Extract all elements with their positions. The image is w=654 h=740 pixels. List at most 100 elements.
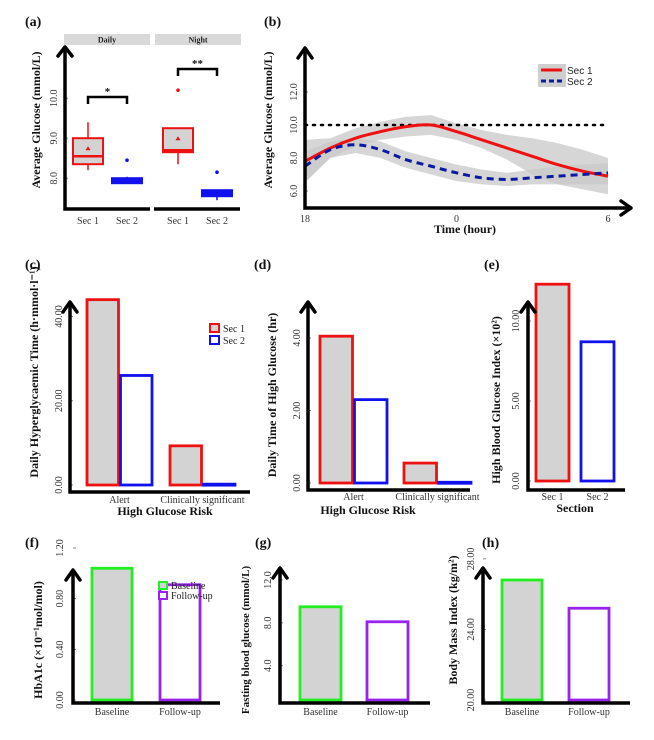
y-tick-label: 0.00 bbox=[54, 476, 65, 494]
legend-c: Sec 1 Sec 2 bbox=[209, 323, 245, 347]
y-axis-title-b: Average Glucose (mmol/L) bbox=[261, 51, 275, 188]
panel-label-c: (c) bbox=[25, 258, 41, 273]
y-tick-label: 0.00 bbox=[55, 691, 66, 709]
panel-label-h: (h) bbox=[482, 536, 499, 551]
bar-clinically-significant-sec1 bbox=[402, 461, 438, 485]
bar-alert-sec1 bbox=[318, 334, 354, 485]
x-tick-label: Alert bbox=[109, 495, 130, 506]
bar-clinically-significant-sec1 bbox=[168, 444, 203, 487]
x-tick-label: Follow-up bbox=[568, 707, 610, 718]
legend-f-followup-swatch bbox=[158, 591, 168, 600]
panel-h: (h) Body Mass Index (kg/m²) 20.00 24.00 28… bbox=[446, 536, 630, 718]
axes-g bbox=[278, 570, 430, 705]
axis-a-daily bbox=[63, 48, 150, 211]
box-mean-marker bbox=[124, 176, 130, 181]
bar-alert-sec2 bbox=[119, 374, 154, 487]
x-tick-label: Sec 1 bbox=[542, 492, 564, 503]
y-axis-arrow-a bbox=[56, 45, 74, 58]
axes-d bbox=[306, 303, 470, 492]
panel-label-a: (a) bbox=[25, 15, 42, 30]
y-tick-label: 10.0 bbox=[289, 116, 300, 134]
y-axis-title-c: Daily Hyperglycaemic Time (h·mmol·l⁻¹) bbox=[27, 266, 41, 477]
y-tick-label: 8.0 bbox=[49, 172, 60, 185]
legend-b-sec1-label: Sec 1 bbox=[567, 66, 593, 77]
facet-strip-daily-bg bbox=[64, 34, 150, 45]
panel-f: (f) HbA1c (×10⁻¹mol/mol) 0.00 0.40 0.80 1.2… bbox=[25, 536, 220, 718]
y-axis-arrow-b bbox=[296, 46, 314, 60]
axes-e bbox=[526, 303, 625, 492]
y-axis-title-a: Average Glucose (mmol/L) bbox=[29, 51, 43, 188]
box-mean-marker bbox=[214, 192, 220, 197]
panel-label-g: (g) bbox=[255, 536, 272, 551]
panel-label-d: (d) bbox=[254, 258, 271, 273]
x-tick-label: Follow-up bbox=[367, 707, 409, 718]
x-axis-title-d: High Glucose Risk bbox=[320, 503, 416, 517]
y-tick-label: 24.00 bbox=[466, 618, 477, 641]
bar-follow-up bbox=[365, 620, 410, 702]
axes-c bbox=[68, 303, 250, 494]
bar-clinically-significant-sec2 bbox=[202, 482, 237, 487]
y-tick-label: 20.00 bbox=[54, 390, 65, 413]
confidence-band-sec2 bbox=[305, 138, 608, 187]
panel-g: (g) Fasting blood glucose (mmol/L) 4.0 8.… bbox=[240, 536, 430, 718]
y-tick-label: 10.0 bbox=[49, 89, 60, 107]
y-axis-arrow-h bbox=[474, 566, 492, 580]
significance-bracket bbox=[176, 67, 219, 76]
axes-f bbox=[71, 572, 220, 705]
significance-marker: ** bbox=[192, 58, 204, 70]
panel-d: (d) Daily Time of High Glucose (hr) 0.00… bbox=[254, 258, 480, 517]
legend-f-followup-label: Follow-up bbox=[171, 591, 213, 602]
box-iqr bbox=[72, 137, 104, 166]
y-axis-arrow-c bbox=[61, 300, 79, 314]
legend-f-baseline-label: Baseline bbox=[171, 581, 206, 592]
y-tick-label: 4.0 bbox=[263, 659, 274, 672]
x-tick-label: Clinically significant bbox=[395, 492, 479, 503]
panel-c: (c) Daily Hyperglycaemic Time (h·mmol·l⁻… bbox=[25, 258, 250, 518]
legend-c-sec2-label: Sec 2 bbox=[223, 336, 245, 347]
significance-bracket bbox=[86, 95, 129, 104]
x-tick-label: Sec 2 bbox=[587, 492, 609, 503]
y-tick-label: 12.0 bbox=[289, 83, 300, 101]
bar-sec-2 bbox=[579, 340, 616, 483]
legend-b-sec2-label: Sec 2 bbox=[567, 77, 593, 88]
y-axis-arrow-d bbox=[299, 300, 317, 314]
panel-label-f: (f) bbox=[25, 536, 39, 551]
x-tick-label: Sec 2 bbox=[206, 216, 228, 227]
box-outlier bbox=[215, 170, 219, 174]
bar-baseline bbox=[500, 578, 544, 702]
legend-b: Sec 1 Sec 2 bbox=[538, 64, 593, 88]
y-tick-label: 40.00 bbox=[54, 305, 65, 328]
y-axis-title-d: Daily Time of High Glucose (hr) bbox=[265, 313, 279, 478]
y-axis-title-e: High Blood Glucose Index (×10²) bbox=[489, 316, 503, 484]
bar-follow-up bbox=[158, 583, 202, 702]
y-tick-label: 0.40 bbox=[55, 641, 66, 659]
x-tick-label: Sec 2 bbox=[116, 216, 138, 227]
box-mean-marker bbox=[175, 136, 181, 141]
y-tick-label: 1.20 bbox=[55, 539, 66, 557]
panel-label-e: (e) bbox=[484, 258, 500, 273]
box-outlier bbox=[176, 88, 180, 92]
x-axis-title-c: High Glucose Risk bbox=[117, 504, 213, 518]
panel-a: (a) Daily Night Average Glucose (mmol/L)… bbox=[25, 15, 241, 227]
y-tick-label: 10.00 bbox=[511, 310, 522, 333]
bar-baseline bbox=[90, 566, 134, 702]
y-tick-label: 20.00 bbox=[466, 689, 477, 712]
legend-b-bg bbox=[538, 64, 566, 87]
facet-strip-night-bg bbox=[155, 34, 241, 45]
x-tick-label: 0 bbox=[454, 214, 459, 225]
y-tick-label: 0.80 bbox=[55, 590, 66, 608]
x-tick-label: Baseline bbox=[303, 707, 338, 718]
series-line-sec1 bbox=[304, 123, 609, 178]
x-axis-title-e: Section bbox=[556, 501, 594, 515]
y-axis-title-f: HbA1c (×10⁻¹mol/mol) bbox=[31, 581, 45, 699]
y-tick-label: 9.0 bbox=[49, 132, 60, 145]
facet-strip-night: Night bbox=[188, 36, 207, 45]
x-tick-label: Sec 1 bbox=[167, 216, 189, 227]
panel-b: (b) Average Glucose (mmol/L) 6.0 8.0 10.0 1… bbox=[261, 15, 633, 236]
x-tick-label: Baseline bbox=[95, 707, 130, 718]
y-axis-arrow-f bbox=[64, 568, 82, 582]
y-tick-label: 5.00 bbox=[511, 392, 522, 410]
bar-sec-1 bbox=[534, 282, 571, 483]
x-tick-label: Follow-up bbox=[159, 707, 201, 718]
legend-c-sec1-swatch bbox=[209, 323, 220, 333]
